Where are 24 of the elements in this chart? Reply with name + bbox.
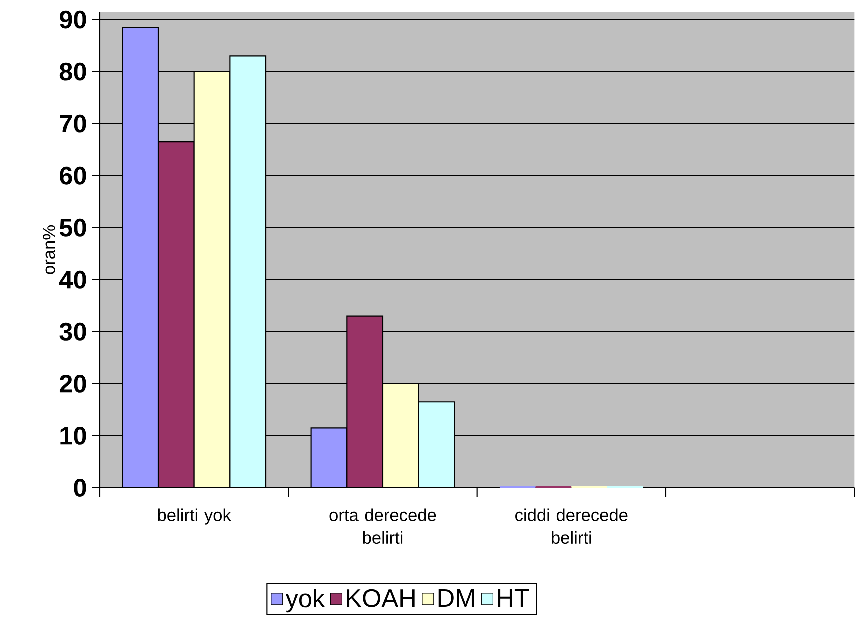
y-tick-label: 80 <box>60 62 86 81</box>
y-tick-label: 0 <box>74 479 86 497</box>
x-tick-label: orta derecede belirti <box>330 508 436 544</box>
bar <box>158 142 195 488</box>
legend-label: KOAH <box>347 589 415 608</box>
y-tick-label: 40 <box>59 270 86 289</box>
x-tick-label: belirti yok <box>158 508 232 525</box>
bar <box>194 71 231 488</box>
legend-label: DM <box>438 590 474 607</box>
bar <box>346 316 384 488</box>
y-tick-label: 10 <box>60 426 86 445</box>
y-tick-label: 30 <box>60 322 86 341</box>
legend-label: yok <box>286 589 326 613</box>
y-tick-label: 60 <box>60 166 86 185</box>
y-tick-label: 90 <box>60 10 86 29</box>
bar <box>230 56 267 488</box>
y-axis-title: oran% <box>43 226 56 274</box>
y-tick-label: 50 <box>60 218 86 237</box>
bar <box>418 402 456 488</box>
x-tick-label: ciddi derecede belirti <box>516 508 628 544</box>
bar <box>382 383 420 488</box>
legend-label: HT <box>498 590 530 607</box>
y-tick-label: 20 <box>60 374 86 393</box>
y-tick-label: 70 <box>60 114 86 133</box>
